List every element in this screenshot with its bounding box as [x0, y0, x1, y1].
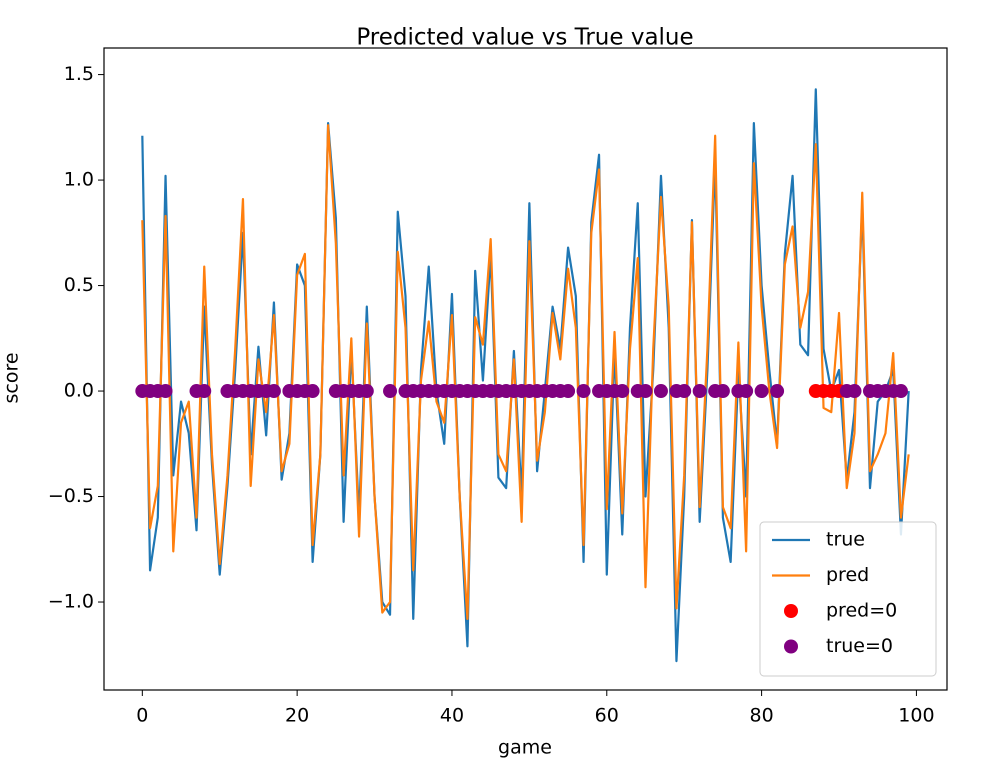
x-tick-label: 100: [898, 705, 934, 727]
x-axis-label: game: [498, 737, 552, 759]
scatter-point: [305, 384, 320, 399]
y-tick-label: 1.5: [64, 63, 94, 85]
x-tick-label: 40: [440, 705, 464, 727]
scatter-point: [576, 384, 591, 399]
y-tick-label: 0.0: [64, 380, 94, 402]
x-tick-label: 80: [750, 705, 774, 727]
scatter-point: [197, 384, 212, 399]
x-tick-label: 60: [595, 705, 619, 727]
scatter-point: [847, 384, 862, 399]
y-axis-label: score: [1, 352, 23, 403]
legend-swatch: [784, 604, 798, 618]
legend-label: pred: [826, 564, 869, 586]
scatter-point: [739, 384, 754, 399]
legend-box: [759, 521, 937, 677]
y-tick-label: −1.0: [48, 591, 94, 613]
y-tick-label: −0.5: [48, 485, 94, 507]
scatter-point: [638, 384, 653, 399]
scatter-point: [893, 384, 908, 399]
legend-label: true=0: [826, 635, 893, 657]
scatter-point: [715, 384, 730, 399]
scatter-point: [770, 384, 785, 399]
scatter-point: [754, 384, 769, 399]
line-series: [141, 124, 910, 620]
plot-frame: [103, 47, 948, 691]
scatter-point: [677, 384, 692, 399]
scatter-point: [359, 384, 374, 399]
scatter-point: [158, 384, 173, 399]
x-tick-label: 0: [136, 705, 148, 727]
x-tick-label: 20: [285, 705, 309, 727]
legend-swatch: [784, 639, 798, 654]
y-tick-label: 0.5: [64, 274, 94, 296]
scatter-point: [692, 384, 707, 399]
scatter-point: [383, 384, 398, 399]
chart-title: Predicted value vs True value: [356, 25, 693, 51]
scatter-point: [615, 384, 630, 399]
legend-label: pred=0: [826, 600, 897, 622]
legend-label: true: [826, 529, 865, 551]
y-tick-label: 1.0: [64, 169, 94, 191]
scatter-point: [561, 384, 576, 399]
scatter-point: [653, 384, 668, 399]
scatter-point: [266, 384, 281, 399]
